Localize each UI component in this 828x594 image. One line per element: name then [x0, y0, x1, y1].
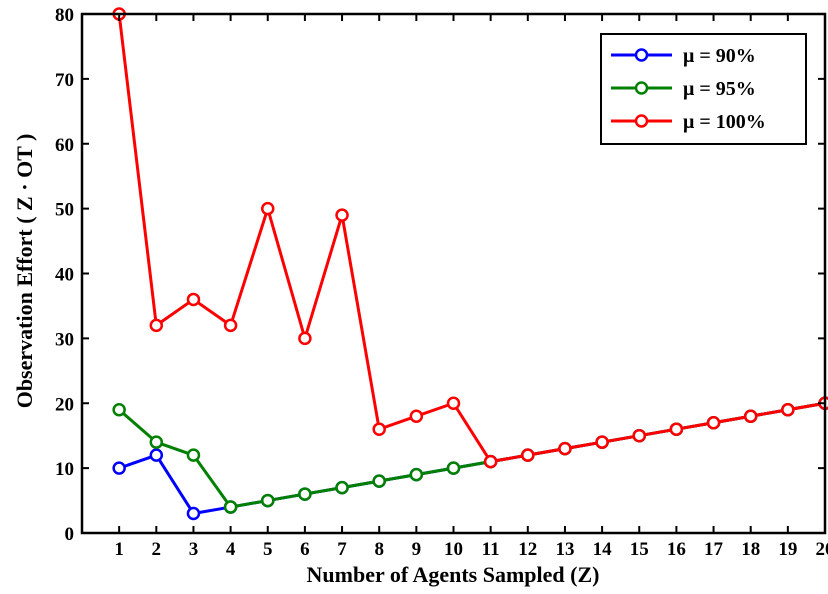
data-point: [223, 500, 238, 514]
data-point: [261, 201, 275, 216]
x-tick-label: 11: [482, 539, 500, 560]
x-tick-label: 20: [816, 539, 828, 560]
y-tick-label: 0: [65, 524, 75, 545]
x-tick-label: 15: [630, 539, 649, 560]
legend: μ = 90% μ = 95% μ = 100%: [600, 33, 807, 145]
x-tick-label: 12: [518, 539, 537, 560]
y-tick-label: 40: [55, 265, 74, 286]
x-tick-label: 17: [704, 539, 724, 560]
data-point: [186, 292, 201, 307]
legend-marker: [634, 81, 649, 95]
data-point: [335, 480, 349, 495]
y-tick-label: 50: [55, 200, 74, 221]
series-line-1: [118, 401, 826, 509]
y-tick-label: 60: [55, 135, 74, 156]
y-tick-label: 20: [55, 394, 74, 415]
x-tick-label: 4: [226, 539, 236, 560]
data-point: [446, 396, 461, 410]
data-point: [669, 422, 684, 436]
y-tick-label: 30: [55, 329, 74, 350]
y-tick-label: 80: [55, 5, 74, 26]
data-point: [298, 487, 312, 501]
y-tick-label: 10: [55, 459, 74, 480]
data-point: [446, 461, 461, 475]
y-axis: 0 10 20 30 40 50 60 70 80: [55, 5, 825, 545]
x-tick-label: 16: [667, 539, 686, 560]
legend-marker: [634, 48, 649, 62]
x-tick-label: 3: [189, 539, 199, 560]
legend-marker: [634, 114, 649, 128]
data-point: [261, 493, 275, 508]
data-point: [149, 435, 164, 449]
x-tick-label: 1: [114, 539, 124, 560]
data-point: [632, 428, 646, 443]
data-point: [186, 506, 201, 521]
data-point: [112, 461, 126, 475]
legend-label: μ = 95%: [683, 78, 756, 100]
y-axis-title: Observation Effort ( Z · OT ): [12, 134, 37, 409]
x-tick-label: 6: [300, 539, 310, 560]
x-axis-title: Number of Agents Sampled (Z): [307, 562, 600, 587]
x-tick-label: 10: [444, 539, 463, 560]
data-point: [521, 448, 535, 462]
data-point: [558, 441, 572, 456]
data-point: [409, 409, 424, 423]
x-tick-label: 13: [555, 539, 574, 560]
data-point: [298, 331, 312, 346]
y-tick-label: 70: [55, 70, 74, 91]
data-point: [149, 318, 164, 333]
data-point: [149, 448, 164, 462]
data-point: [112, 402, 126, 417]
legend-label: μ = 100%: [683, 111, 766, 133]
data-point: [483, 454, 498, 469]
data-point: [186, 448, 201, 462]
x-tick-label: 19: [778, 539, 797, 560]
data-point: [372, 422, 386, 436]
x-tick-label: 2: [152, 539, 162, 560]
data-point: [781, 402, 795, 417]
data-point: [743, 409, 758, 423]
series-layer: [112, 7, 828, 521]
data-point: [372, 474, 386, 488]
legend-label: μ = 90%: [683, 45, 756, 67]
data-point: [706, 415, 721, 430]
x-tick-label: 5: [263, 539, 273, 560]
data-point: [335, 208, 349, 222]
x-tick-label: 9: [412, 539, 422, 560]
x-tick-label: 8: [374, 539, 384, 560]
x-tick-label: 7: [337, 539, 347, 560]
x-tick-label: 14: [593, 539, 613, 560]
data-point: [595, 435, 609, 449]
data-point: [223, 318, 238, 333]
data-point: [409, 467, 424, 482]
x-tick-label: 18: [741, 539, 760, 560]
